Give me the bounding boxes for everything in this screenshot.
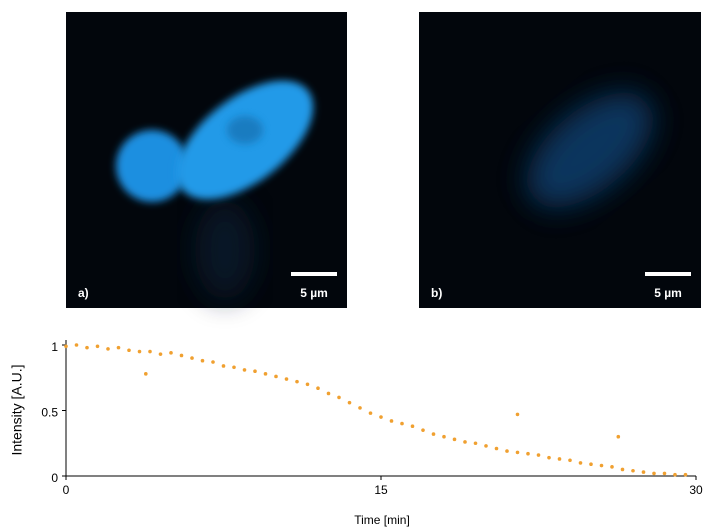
data-point (610, 465, 614, 469)
data-point (463, 440, 467, 444)
data-point (494, 446, 499, 451)
data-point (106, 347, 110, 351)
x-tick-label: 0 (63, 483, 70, 497)
image-panel-a: a) 5 µm (66, 12, 347, 308)
x-axis-label: Time [min] (354, 513, 410, 527)
chart: Time [min] Intensity [A.U.] 0 0.5 1 0 15 30 (9, 340, 703, 527)
data-point (284, 377, 289, 381)
data-point (616, 434, 621, 439)
data-point (505, 449, 509, 453)
data-point (568, 458, 572, 463)
data-point (484, 444, 488, 448)
data-point (599, 463, 604, 468)
image-panel-b: b) 5 µm (419, 12, 701, 308)
panel-label: a) (78, 286, 89, 300)
data-point (179, 353, 184, 358)
data-point (421, 428, 425, 432)
data-point (200, 358, 205, 363)
data-point (232, 365, 236, 370)
data-point (295, 379, 299, 384)
data-point (326, 391, 331, 396)
data-point (631, 468, 635, 473)
data-point (515, 412, 520, 417)
y-tick-label: 0 (51, 471, 58, 485)
data-point (358, 406, 362, 410)
data-point (536, 453, 541, 457)
data-point (662, 471, 667, 476)
scale-bar-label: 5 µm (654, 286, 682, 300)
data-point (589, 462, 593, 467)
data-point (473, 441, 478, 446)
data-point (578, 461, 583, 465)
y-tick-label: 1 (51, 340, 58, 354)
scale-bar-label: 5 µm (300, 286, 328, 300)
data-point (683, 472, 688, 477)
data-point (274, 374, 278, 379)
data-point (515, 450, 520, 455)
data-point (389, 419, 394, 423)
x-tick-label: 15 (374, 483, 388, 497)
data-point (137, 349, 142, 354)
data-point (74, 343, 79, 347)
data-point (652, 471, 656, 476)
panel-label: b) (431, 286, 442, 300)
y-tick-label: 0.5 (41, 406, 58, 420)
data-point (641, 470, 646, 474)
data-point (64, 344, 68, 349)
data-point (144, 372, 148, 376)
data-point (337, 395, 341, 400)
data-point (242, 368, 247, 372)
data-point (368, 411, 373, 415)
data-point (526, 451, 530, 456)
data-point (253, 369, 257, 374)
data-point (347, 400, 352, 405)
y-axis-label: Intensity [A.U.] (9, 364, 25, 455)
data-point (379, 415, 383, 419)
data-point (547, 455, 551, 460)
x-tick-label: 30 (689, 483, 703, 497)
data-point (431, 432, 436, 436)
data-point (148, 349, 152, 354)
data-point (116, 345, 121, 350)
data-point (442, 434, 446, 439)
data-point (557, 457, 562, 461)
data-point (221, 364, 226, 368)
data-point (673, 472, 677, 477)
data-point (158, 352, 163, 356)
data-point (400, 421, 404, 426)
data-point (211, 360, 215, 364)
data-point (127, 348, 131, 353)
data-point (316, 386, 320, 391)
data-point (620, 467, 625, 472)
data-point (452, 437, 457, 442)
data-point (190, 356, 194, 360)
data-point (305, 382, 310, 387)
data-point (263, 372, 268, 376)
data-point (410, 424, 415, 429)
data-point (95, 344, 100, 349)
data-point (85, 345, 89, 350)
data-point (169, 351, 173, 355)
